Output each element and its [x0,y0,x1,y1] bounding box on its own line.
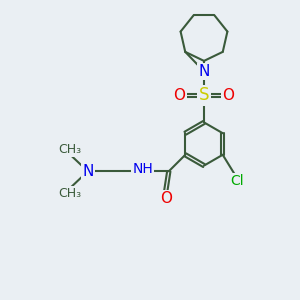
Text: O: O [173,88,185,103]
Text: CH₃: CH₃ [58,187,81,200]
Text: NH: NH [132,162,153,176]
Text: O: O [160,191,172,206]
Text: N: N [82,164,94,179]
Text: N: N [198,64,210,79]
Text: S: S [199,86,209,104]
Text: Cl: Cl [230,174,244,188]
Text: CH₃: CH₃ [58,142,81,156]
Text: O: O [223,88,235,103]
